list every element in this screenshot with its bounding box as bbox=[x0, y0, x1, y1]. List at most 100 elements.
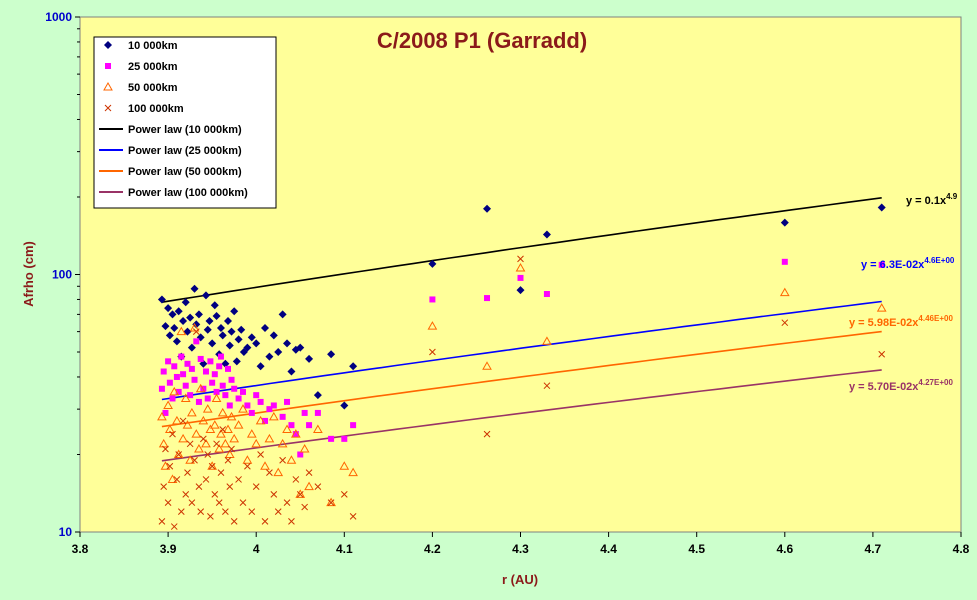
legend-label: Power law (100 000km) bbox=[128, 187, 248, 199]
fit-line-1 bbox=[161, 197, 882, 303]
legend-label: 100 000km bbox=[128, 103, 184, 115]
data-point bbox=[239, 499, 247, 507]
data-point bbox=[542, 336, 552, 345]
data-point bbox=[264, 433, 275, 443]
data-point bbox=[164, 499, 172, 507]
data-point bbox=[297, 451, 304, 458]
data-point bbox=[340, 401, 349, 410]
x-axis-title: r (AU) bbox=[502, 572, 538, 587]
data-point bbox=[244, 462, 251, 470]
data-point bbox=[186, 313, 195, 322]
data-point bbox=[173, 449, 184, 458]
fit-line-3 bbox=[161, 330, 882, 428]
data-point bbox=[429, 296, 436, 303]
data-point bbox=[216, 323, 225, 332]
data-point bbox=[194, 310, 203, 319]
series-4 bbox=[158, 255, 886, 530]
data-point bbox=[326, 497, 336, 507]
data-point bbox=[339, 461, 350, 470]
data-point bbox=[878, 350, 886, 358]
y-axis-title: Afrho (cm) bbox=[21, 241, 36, 307]
data-point bbox=[429, 348, 436, 356]
data-point bbox=[180, 371, 187, 378]
data-point bbox=[427, 321, 438, 330]
data-point bbox=[543, 382, 551, 390]
data-point bbox=[226, 411, 237, 421]
data-point bbox=[228, 376, 235, 383]
data-point bbox=[781, 258, 788, 265]
data-point bbox=[265, 352, 274, 361]
equations-layer: y = 0.1x4.9 y = 6.3E-02x4.6E+00 y = 5.98E-… bbox=[849, 192, 958, 393]
data-point bbox=[217, 469, 225, 477]
data-point bbox=[216, 363, 223, 370]
data-point bbox=[237, 325, 246, 334]
data-point bbox=[158, 517, 166, 525]
data-point bbox=[780, 218, 789, 227]
data-point bbox=[223, 424, 233, 434]
data-point bbox=[306, 422, 313, 429]
data-point bbox=[279, 456, 286, 464]
data-point bbox=[327, 499, 335, 507]
data-point bbox=[231, 385, 238, 392]
data-point bbox=[180, 393, 191, 402]
data-point bbox=[274, 508, 282, 515]
data-point bbox=[201, 438, 211, 448]
data-point bbox=[188, 499, 196, 507]
data-point bbox=[219, 426, 227, 433]
data-point bbox=[202, 476, 210, 483]
data-point bbox=[273, 467, 284, 477]
data-point bbox=[189, 322, 200, 332]
data-point bbox=[269, 331, 278, 340]
data-point bbox=[207, 358, 214, 365]
data-point bbox=[172, 337, 181, 346]
data-point bbox=[288, 422, 295, 429]
data-point bbox=[515, 262, 526, 272]
data-point bbox=[483, 430, 491, 438]
data-point bbox=[198, 415, 209, 425]
data-point bbox=[209, 420, 220, 429]
data-point bbox=[876, 303, 887, 312]
data-point bbox=[179, 417, 187, 425]
data-point bbox=[288, 517, 295, 525]
data-point bbox=[158, 385, 165, 392]
data-point bbox=[169, 395, 176, 402]
data-point bbox=[246, 429, 257, 438]
legend-label: 10 000km bbox=[128, 40, 178, 52]
data-point bbox=[195, 483, 203, 491]
data-point bbox=[164, 304, 173, 313]
series-2 bbox=[158, 258, 885, 458]
legend-marker bbox=[104, 104, 112, 112]
data-point bbox=[278, 310, 287, 319]
data-point bbox=[163, 400, 173, 409]
data-point bbox=[211, 371, 218, 378]
data-point bbox=[296, 491, 304, 498]
fits-layer bbox=[161, 197, 882, 462]
legend-box bbox=[93, 36, 277, 209]
legend-label: 50 000km bbox=[128, 82, 178, 94]
data-point bbox=[221, 359, 230, 368]
data-point bbox=[256, 362, 265, 371]
data-point bbox=[175, 388, 182, 395]
data-point bbox=[314, 409, 321, 416]
data-point bbox=[226, 402, 233, 409]
data-point bbox=[193, 338, 200, 345]
data-point bbox=[252, 339, 261, 348]
data-point bbox=[266, 469, 273, 477]
fit-equation: y = 6.3E-02x4.6E+00 bbox=[861, 256, 955, 271]
data-point bbox=[199, 435, 207, 443]
data-point bbox=[224, 456, 232, 464]
data-point bbox=[211, 393, 222, 402]
data-point bbox=[178, 433, 188, 443]
data-point bbox=[167, 474, 178, 483]
data-point bbox=[287, 367, 296, 376]
data-point bbox=[178, 353, 185, 360]
data-point bbox=[217, 407, 228, 417]
fit-line-2 bbox=[161, 300, 882, 401]
data-point bbox=[284, 398, 291, 405]
data-point bbox=[484, 295, 491, 302]
data-point bbox=[225, 341, 234, 350]
data-point bbox=[197, 508, 205, 515]
data-point bbox=[173, 373, 180, 380]
data-point bbox=[217, 353, 224, 360]
